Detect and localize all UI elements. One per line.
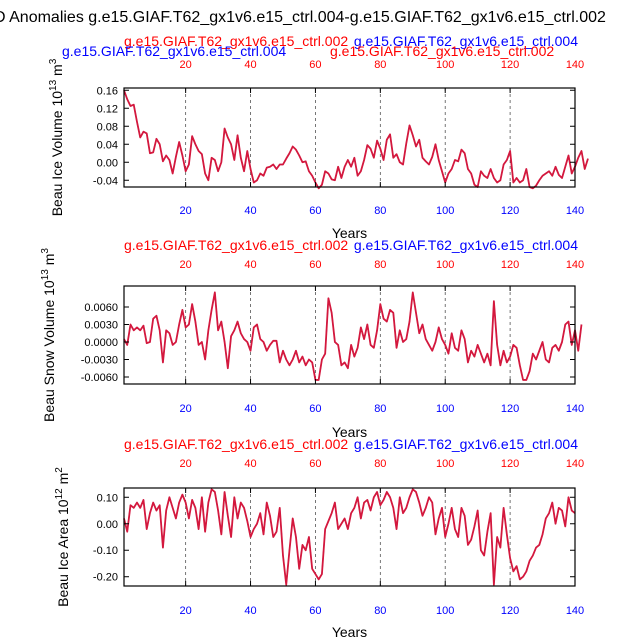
y-tick-label: 0.0030 [84, 320, 118, 332]
x-tick-label-bottom: 100 [436, 605, 454, 617]
y-axis-label: Beau Ice Volume 1013 m3 [48, 58, 65, 216]
x-tick-label-bottom: 120 [501, 403, 519, 415]
x-tick-label-top: 20 [180, 259, 192, 271]
x-tick-label-top: 120 [501, 458, 519, 470]
panel-title-blue: g.e15.GIAF.T62_gx1v6.e15_ctrl.004 [354, 33, 578, 49]
x-tick-label-bottom: 140 [566, 605, 584, 617]
x-tick-label-top: 40 [244, 59, 256, 71]
y-tick-label: 0.0060 [84, 302, 118, 314]
plot-frame [123, 87, 576, 188]
y-axis-label-part: Beau Ice Area 10 [55, 499, 71, 607]
x-tick-label-top: 60 [309, 458, 321, 470]
plot-frame [123, 487, 576, 587]
y-axis-label-part: 13 [48, 79, 59, 91]
y-axis-label-part: m [41, 254, 57, 270]
y-tick-label: -0.0030 [81, 355, 118, 367]
x-tick-label-top: 20 [180, 458, 192, 470]
y-tick-label: 0.08 [97, 121, 118, 133]
x-tick-label-top: 140 [566, 458, 584, 470]
panel-title-left: g.e15.GIAF.T62_gx1v6.e15_ctrl.004 [62, 43, 286, 59]
page-title: D Anomalies g.e15.GIAF.T62_gx1v6.e15_ctr… [0, 9, 606, 26]
y-axis-label: Beau Ice Area 1012 m2 [54, 467, 71, 607]
x-tick-label-top: 80 [374, 458, 386, 470]
series-line-2 [123, 488, 576, 586]
x-tick-label-top: 100 [436, 458, 454, 470]
panel-title-blue: g.e15.GIAF.T62_gx1v6.e15_ctrl.004 [354, 237, 578, 253]
y-tick-label: 0.16 [97, 85, 118, 97]
y-tick-label: 0.00 [97, 157, 118, 169]
x-axis-label: Years [332, 225, 367, 241]
series-line-2 [123, 89, 589, 190]
series-line-2 [123, 291, 583, 381]
x-tick-label-bottom: 120 [501, 605, 519, 617]
x-tick-label-top: 140 [566, 59, 584, 71]
panel-title-right: g.e15.GIAF.T62_gx1v6.e15_ctrl.002 [330, 43, 554, 59]
x-tick-label-top: 80 [374, 59, 386, 71]
x-tick-label-bottom: 100 [436, 403, 454, 415]
x-tick-label-bottom: 140 [566, 403, 584, 415]
y-tick-label: -0.10 [93, 545, 118, 557]
x-tick-label-bottom: 20 [180, 205, 192, 217]
y-tick-label: 0.04 [97, 139, 118, 151]
panel-title-red: g.e15.GIAF.T62_gx1v6.e15_ctrl.002 [124, 237, 348, 253]
y-tick-label: 0.00 [97, 519, 118, 531]
chart-panel-2: -0.0060 -0.0030 0.0000 0.0030 0.0060 20 20 40 40… [40, 237, 584, 440]
x-tick-label-bottom: 60 [309, 403, 321, 415]
x-tick-label-top: 40 [244, 458, 256, 470]
x-tick-label-bottom: 40 [244, 205, 256, 217]
chart-panels: -0.04 0.00 0.04 0.08 0.12 0.16 20 20 40 40 60 60 80 8… [40, 33, 589, 638]
x-tick-label-bottom: 20 [180, 605, 192, 617]
y-tick-label: 0.10 [97, 492, 118, 504]
y-axis-label-part: Beau Ice Volume 10 [49, 91, 65, 217]
x-tick-label-top: 140 [566, 259, 584, 271]
x-tick-label-bottom: 80 [374, 605, 386, 617]
y-axis-label-part: Beau Snow Volume 10 [41, 280, 57, 422]
x-tick-label-bottom: 80 [374, 205, 386, 217]
panel-title-blue: g.e15.GIAF.T62_gx1v6.e15_ctrl.004 [354, 436, 578, 452]
panel-title-red: g.e15.GIAF.T62_gx1v6.e15_ctrl.002 [124, 33, 348, 49]
x-tick-label-bottom: 140 [566, 205, 584, 217]
x-tick-label-top: 80 [374, 259, 386, 271]
plot-frame [123, 285, 576, 385]
y-tick-label: -0.20 [93, 572, 118, 584]
x-axis-label: Years [332, 424, 367, 440]
x-tick-label-bottom: 60 [309, 605, 321, 617]
x-tick-label-bottom: 120 [501, 205, 519, 217]
x-tick-label-top: 60 [309, 259, 321, 271]
x-tick-label-top: 100 [436, 259, 454, 271]
y-axis-label-part: 12 [54, 488, 65, 500]
x-tick-label-bottom: 20 [180, 403, 192, 415]
y-tick-label: -0.04 [93, 175, 118, 187]
y-axis-label-part: 2 [54, 467, 65, 473]
y-tick-label: 0.0000 [84, 337, 118, 349]
y-tick-label: 0.12 [97, 103, 118, 115]
x-tick-label-bottom: 80 [374, 403, 386, 415]
x-tick-label-bottom: 60 [309, 205, 321, 217]
y-axis-label-part: m [49, 64, 65, 80]
x-axis-label: Years [332, 624, 367, 638]
x-tick-label-top: 20 [180, 59, 192, 71]
y-axis-label: Beau Snow Volume 1013 m3 [40, 248, 57, 422]
x-tick-label-top: 60 [309, 59, 321, 71]
x-tick-label-top: 100 [436, 59, 454, 71]
chart-panel-3: -0.20 -0.10 0.00 0.10 20 20 40 40 60 60 80 80 100 100… [54, 436, 584, 638]
y-axis-label-part: 3 [40, 248, 51, 254]
x-tick-label-bottom: 40 [244, 403, 256, 415]
x-tick-label-bottom: 40 [244, 605, 256, 617]
y-axis-label-part: m [55, 473, 71, 489]
y-tick-label: -0.0060 [81, 372, 118, 384]
y-axis-label-part: 13 [40, 269, 51, 281]
x-tick-label-bottom: 100 [436, 205, 454, 217]
x-tick-label-top: 120 [501, 59, 519, 71]
y-axis-label-part: 3 [48, 58, 59, 64]
x-tick-label-top: 40 [244, 259, 256, 271]
panel-title-red: g.e15.GIAF.T62_gx1v6.e15_ctrl.002 [124, 436, 348, 452]
x-tick-label-top: 120 [501, 259, 519, 271]
chart-panel-1: -0.04 0.00 0.04 0.08 0.12 0.16 20 20 40 40 60 60 80 8… [48, 33, 589, 241]
